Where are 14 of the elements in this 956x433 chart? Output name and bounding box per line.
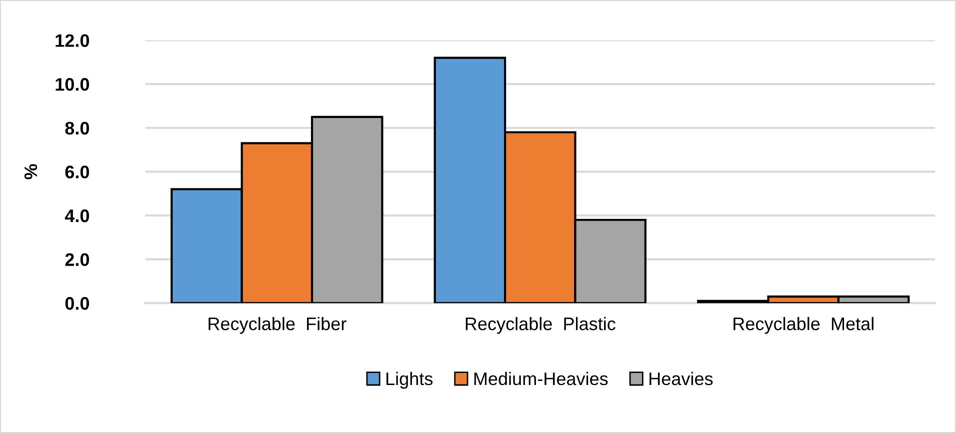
x-tick-label: Recyclable Fiber — [208, 316, 346, 334]
y-tick-label: 12.0 — [56, 34, 90, 47]
legend-label: Medium-Heavies — [474, 372, 608, 386]
y-tick-label: 6.0 — [65, 166, 90, 178]
y-tick-label: 0.0 — [65, 297, 90, 310]
y-axis-title: % — [24, 164, 38, 180]
x-tick-label: Recyclable Plastic — [466, 316, 616, 334]
y-tick-label: 8.0 — [65, 122, 90, 135]
y-tick-label: 10.0 — [56, 78, 90, 91]
y-tick-label: 4.0 — [64, 209, 90, 222]
x-tick-label: Recyclable Metal — [734, 316, 874, 334]
legend-label: Heavies — [650, 372, 713, 386]
legend-label: Lights — [386, 372, 433, 389]
y-tick-label: 2.0 — [65, 253, 90, 266]
